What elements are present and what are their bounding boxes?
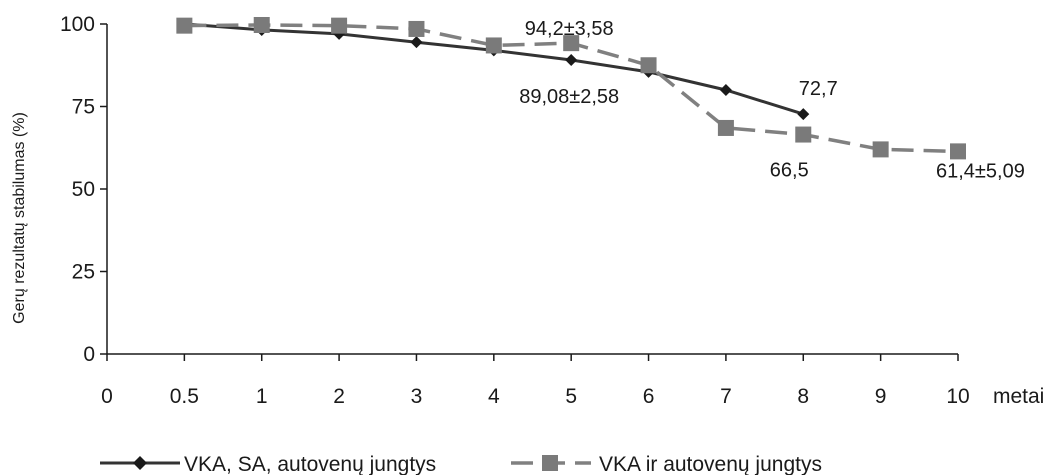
- x-axis-label: metai: [993, 385, 1044, 408]
- x-tick-label: 2: [333, 385, 345, 408]
- data-point-series-1: [797, 108, 810, 121]
- y-tick-label: 50: [72, 178, 95, 201]
- x-tick-labels: 0 0.5 1 2 3 4 5 6 7 8 9 10: [101, 385, 970, 408]
- data-point-series-2: [717, 119, 734, 136]
- data-point-series-2: [408, 20, 425, 37]
- data-point-series-2: [331, 17, 348, 34]
- x-tick-label: 6: [643, 385, 655, 408]
- axes: [100, 23, 959, 361]
- legend-marker-series-1: [133, 456, 147, 470]
- data-point-series-2: [253, 16, 270, 33]
- data-label: 61,4±5,09: [936, 160, 1025, 182]
- y-tick-label: 100: [60, 13, 95, 36]
- legend-label-series-2: VKA ir autovenų jungtys: [599, 453, 822, 475]
- data-point-series-2: [563, 35, 580, 52]
- y-tick-label: 75: [72, 96, 95, 119]
- x-tick-label: 1: [256, 385, 268, 408]
- x-tick-label: 0: [101, 385, 113, 408]
- legend-marker-series-2: [542, 455, 558, 471]
- x-tick-label: 10: [946, 385, 969, 408]
- x-tick-label: 5: [565, 385, 577, 408]
- data-point-series-2: [640, 57, 657, 74]
- x-tick-label: 7: [720, 385, 732, 408]
- y-tick-labels: 0 25 50 75 100: [60, 13, 95, 366]
- legend-label-series-1: VKA, SA, autovenų jungtys: [184, 453, 436, 475]
- x-tick-label: 0.5: [170, 385, 199, 408]
- data-point-series-2: [176, 17, 193, 34]
- data-point-series-2: [950, 143, 966, 160]
- y-axis-label: Gerų rezultatų stabilumas (%): [11, 112, 28, 324]
- x-tick-label: 3: [411, 385, 423, 408]
- x-tick-label: 4: [488, 385, 500, 408]
- legend: VKA, SA, autovenų jungtys VKA ir autoven…: [100, 453, 822, 475]
- data-label: 66,5: [770, 160, 809, 182]
- data-point-series-2: [485, 37, 502, 54]
- data-point-series-2: [795, 126, 812, 143]
- data-point-series-1: [333, 27, 346, 40]
- annotations: 94,2±3,58 89,08±2,58 72,7 66,5 61,4±5,09: [519, 18, 1025, 182]
- series-group: [176, 16, 966, 160]
- y-tick-label: 25: [72, 261, 95, 284]
- data-label: 94,2±3,58: [525, 18, 614, 40]
- data-point-series-1: [719, 84, 732, 96]
- x-tick-label: 9: [875, 385, 887, 408]
- data-point-series-2: [872, 141, 889, 158]
- x-tick-label: 8: [797, 385, 809, 408]
- data-label: 89,08±2,58: [519, 86, 619, 108]
- y-tick-label: 0: [83, 343, 95, 366]
- data-label: 72,7: [799, 78, 838, 100]
- data-point-series-1: [410, 36, 423, 49]
- data-point-series-1: [565, 54, 578, 67]
